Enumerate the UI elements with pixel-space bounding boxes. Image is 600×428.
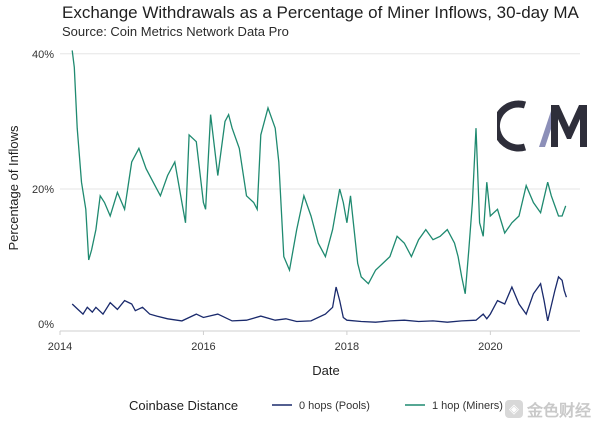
legend-label-miners: 1 hop (Miners) xyxy=(432,400,503,412)
coin-metrics-logo xyxy=(492,97,589,155)
x-tick-label: 2020 xyxy=(478,341,502,353)
x-axis-ticks: 2014 2016 2018 2020 xyxy=(48,331,503,353)
y-axis-ticks: 0% 20% 40% xyxy=(32,49,54,331)
y-tick-label: 40% xyxy=(32,49,54,61)
chart-title: Exchange Withdrawals as a Percentage of … xyxy=(62,3,579,22)
series-line-pools xyxy=(71,275,568,323)
x-axis-title: Date xyxy=(312,363,339,378)
legend-title: Coinbase Distance xyxy=(129,398,238,413)
watermark-text: 金色财经 xyxy=(527,403,592,420)
watermark: ◈ 金色财经 xyxy=(505,397,591,421)
legend-label-pools: 0 hops (Pools) xyxy=(299,400,370,412)
x-tick-label: 2016 xyxy=(191,341,215,353)
jinse-logo-icon: ◈ xyxy=(505,400,523,418)
y-tick-label: 20% xyxy=(32,184,54,196)
y-tick-label: 0% xyxy=(38,319,54,331)
series-line-miners xyxy=(71,50,567,294)
x-tick-label: 2014 xyxy=(48,341,72,353)
gridlines xyxy=(60,53,580,190)
y-axis-title: Percentage of Inflows xyxy=(6,125,21,251)
x-tick-label: 2018 xyxy=(335,341,359,353)
legend: Coinbase Distance 0 hops (Pools) 1 hop (… xyxy=(129,398,503,413)
chart-subtitle: Source: Coin Metrics Network Data Pro xyxy=(62,24,289,39)
